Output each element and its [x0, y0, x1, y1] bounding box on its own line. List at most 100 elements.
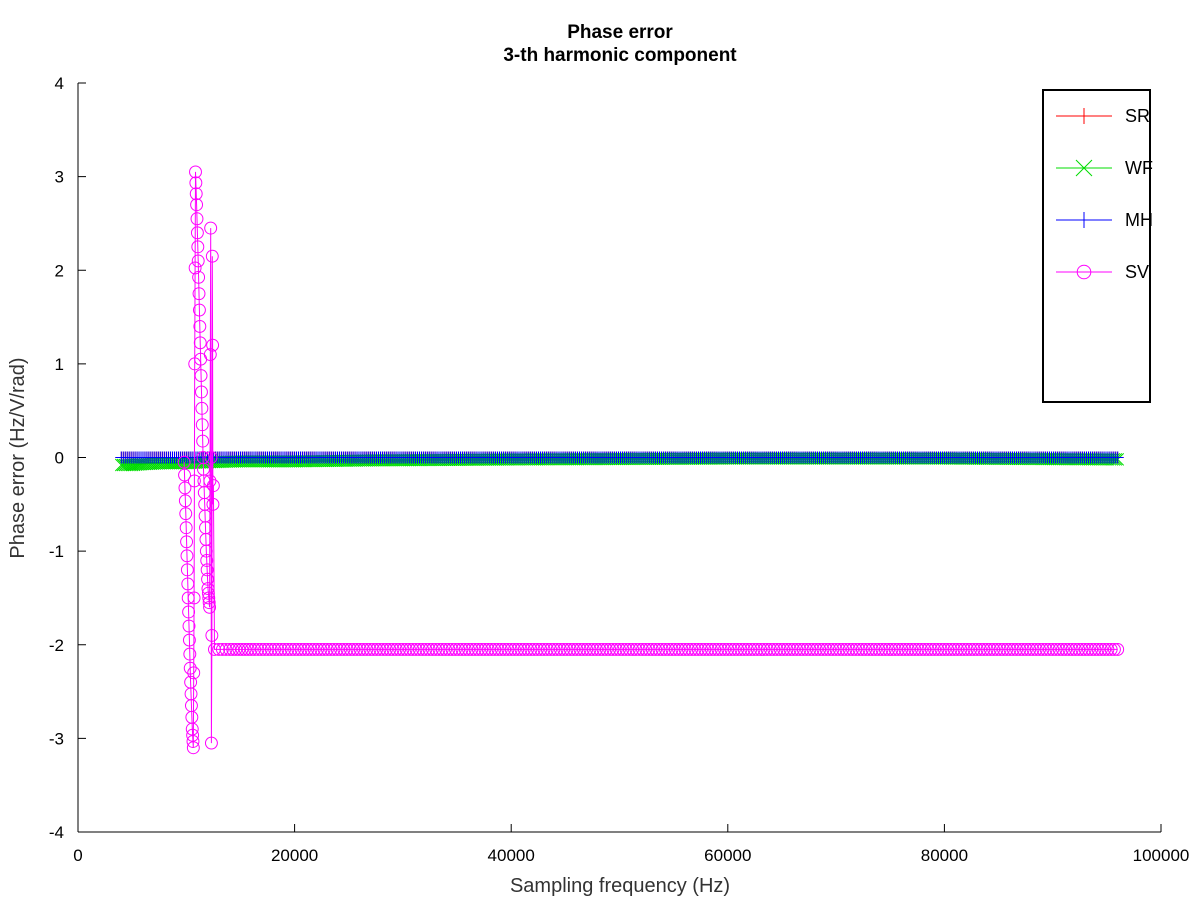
- data-point: [439, 642, 453, 656]
- data-point: [796, 642, 810, 656]
- data-point: [419, 642, 433, 656]
- data-point: [1036, 642, 1050, 656]
- data-point: [711, 642, 725, 656]
- data-point: [357, 642, 370, 656]
- data-point: [330, 642, 344, 656]
- data-point: [1019, 642, 1033, 656]
- data-point: [921, 642, 935, 656]
- data-point: [192, 303, 206, 317]
- data-point: [258, 642, 272, 656]
- data-point: [455, 642, 469, 656]
- data-point: [370, 642, 384, 656]
- data-point: [895, 642, 909, 656]
- data-point: [862, 642, 876, 656]
- data-point: [750, 642, 764, 656]
- data-point: [202, 596, 216, 610]
- data-point: [649, 642, 663, 656]
- data-point: [181, 577, 195, 591]
- data-point: [204, 451, 218, 464]
- data-point: [1016, 642, 1030, 656]
- data-point: [534, 642, 548, 656]
- legend-item-sv: SV: [1056, 262, 1149, 282]
- data-point: [567, 642, 581, 656]
- data-point: [849, 642, 863, 656]
- data-point: [898, 642, 912, 656]
- data-point: [616, 642, 630, 656]
- data-point: [550, 642, 564, 656]
- data-point: [803, 642, 817, 656]
- data-point: [951, 642, 964, 656]
- data-point: [183, 661, 197, 675]
- data-point: [642, 642, 656, 656]
- data-point: [869, 642, 882, 656]
- data-point: [809, 642, 823, 656]
- data-point: [832, 642, 846, 656]
- x-axis-label: Sampling frequency (Hz): [510, 875, 730, 897]
- data-point: [186, 741, 200, 755]
- data-point: [193, 336, 207, 350]
- data-point: [573, 642, 587, 656]
- data-point: [1088, 642, 1102, 656]
- data-point: [353, 642, 367, 656]
- data-point: [238, 642, 252, 656]
- data-point: [196, 434, 210, 448]
- data-point: [977, 642, 991, 656]
- data-point: [878, 642, 892, 656]
- data-point: [606, 642, 620, 656]
- data-point: [547, 642, 561, 656]
- data-point: [875, 642, 889, 656]
- data-point: [203, 348, 217, 361]
- data-point: [422, 642, 436, 656]
- data-point: [186, 735, 200, 748]
- data-point: [645, 642, 659, 656]
- data-point: [675, 642, 689, 656]
- data-point: [583, 642, 597, 656]
- data-point: [731, 642, 745, 656]
- data-point: [193, 319, 207, 333]
- data-point: [452, 642, 466, 656]
- legend-label: SV: [1125, 262, 1149, 282]
- y-tick-label: 3: [55, 168, 64, 187]
- data-point: [294, 642, 308, 656]
- data-point: [993, 642, 1007, 656]
- data-point: [672, 642, 686, 656]
- data-point: [947, 642, 961, 656]
- data-point: [206, 338, 220, 352]
- data-point: [442, 642, 456, 656]
- data-point: [327, 642, 341, 656]
- data-point: [852, 642, 866, 656]
- data-point: [576, 642, 590, 656]
- data-point: [744, 642, 758, 656]
- data-point: [924, 642, 938, 656]
- y-tick-label: 4: [55, 74, 64, 93]
- data-point: [182, 605, 196, 619]
- data-point: [527, 642, 541, 656]
- data-point: [350, 642, 364, 656]
- data-point: [658, 642, 672, 656]
- data-point: [389, 642, 403, 656]
- data-point: [609, 642, 623, 656]
- data-point: [494, 642, 508, 656]
- series-layer: [114, 165, 1125, 755]
- data-point: [205, 249, 219, 263]
- data-point: [194, 369, 208, 383]
- data-point: [366, 642, 380, 656]
- data-point: [1091, 642, 1105, 656]
- data-point: [701, 642, 715, 656]
- data-point: [201, 586, 215, 600]
- data-point: [882, 642, 896, 656]
- data-point: [189, 187, 203, 201]
- series-mh: [115, 451, 1124, 464]
- data-point: [251, 642, 265, 656]
- data-point: [317, 642, 331, 656]
- x-tick-label: 0: [73, 846, 82, 865]
- data-point: [1042, 642, 1056, 656]
- data-point: [704, 642, 718, 656]
- data-point: [1111, 642, 1125, 656]
- data-point: [403, 642, 416, 656]
- data-point: [918, 642, 932, 656]
- data-point: [187, 666, 201, 680]
- data-point: [537, 642, 551, 656]
- data-point: [478, 642, 492, 656]
